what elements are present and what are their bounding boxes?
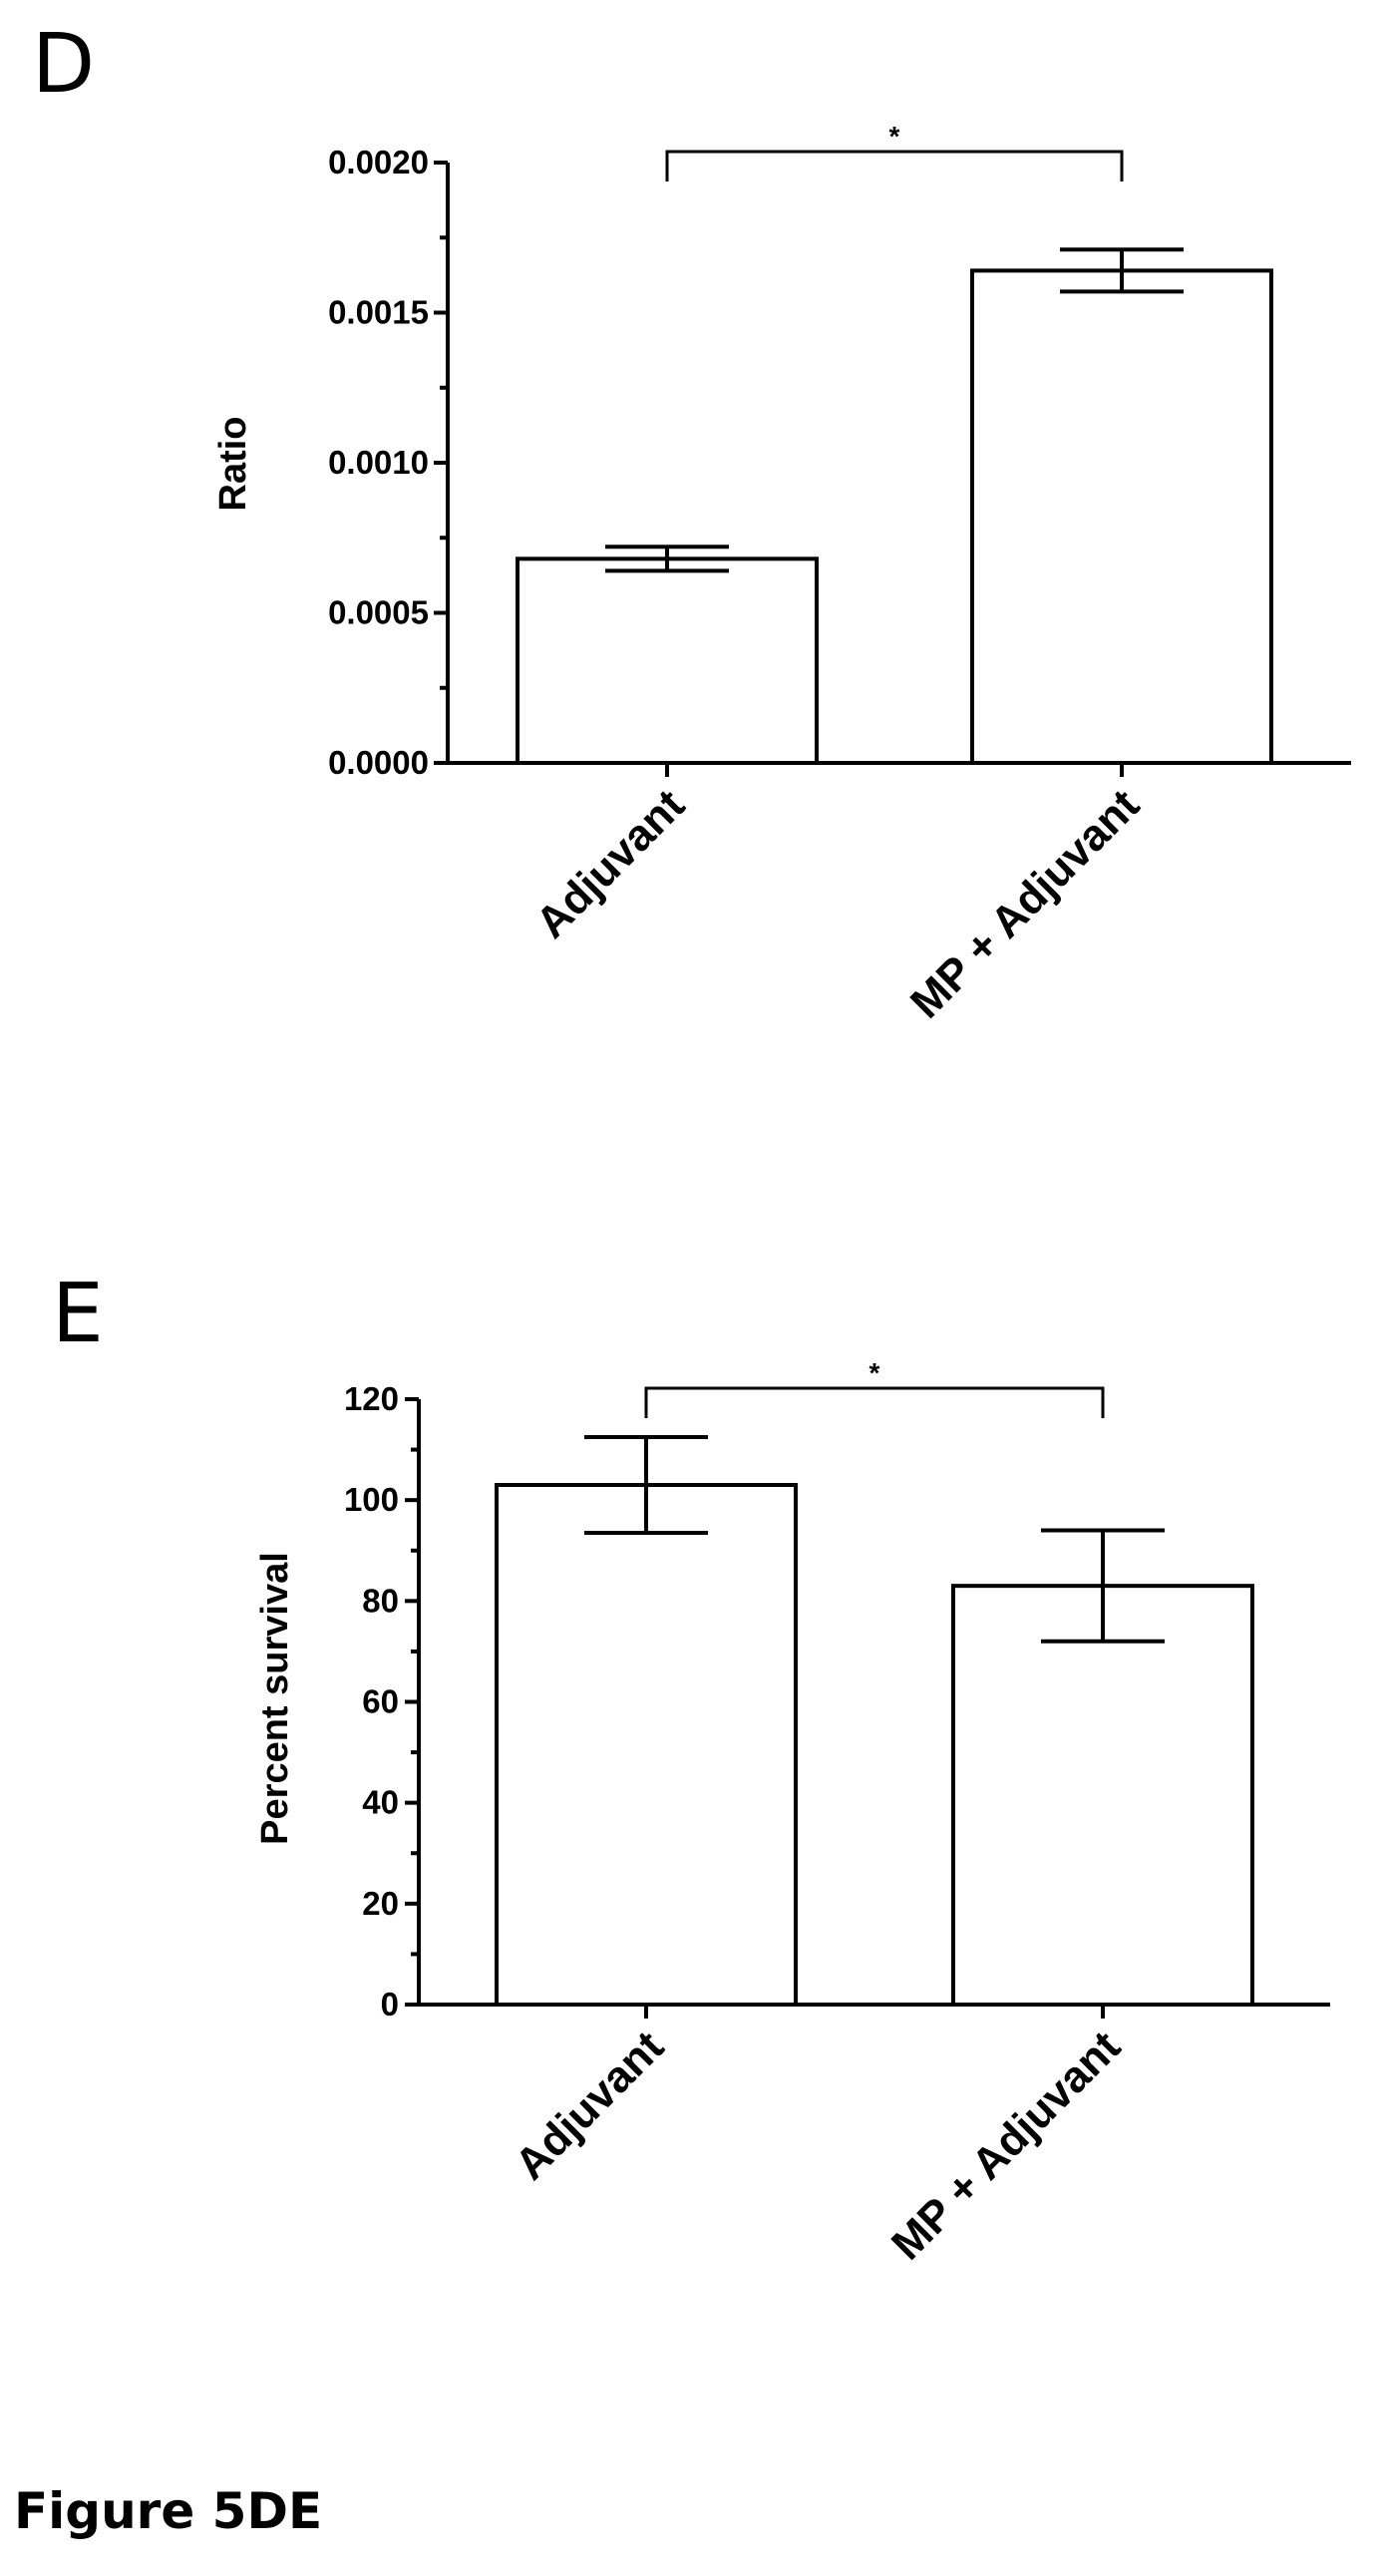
panel-e-letter: E bbox=[52, 1267, 104, 1361]
x-category-label: Adjuvant bbox=[526, 780, 694, 947]
y-tick-label: 120 bbox=[344, 1380, 399, 1417]
chart-d: 0.0000 0.0005 0.0010 0.0015 0.0020 Ratio Adjuv… bbox=[212, 121, 1351, 1028]
y-tick-label: 0.0000 bbox=[328, 744, 429, 781]
y-tick-label: 0.0015 bbox=[328, 294, 429, 331]
y-tick-label: 80 bbox=[362, 1582, 399, 1619]
significance-bracket bbox=[665, 150, 1124, 182]
bar bbox=[970, 268, 1273, 765]
y-tick-label: 40 bbox=[362, 1784, 399, 1821]
chart-e: 0 20 40 60 80 100 120 Percent survival Adjuvant M… bbox=[254, 1357, 1330, 2270]
y-tick-label: 60 bbox=[362, 1683, 399, 1720]
y-tick-label: 0.0010 bbox=[328, 444, 429, 481]
y-axis-title: Ratio bbox=[212, 417, 254, 512]
y-tick-label: 0.0020 bbox=[328, 144, 429, 181]
panel-d-letter: D bbox=[32, 17, 95, 112]
x-category-label: Adjuvant bbox=[506, 2022, 673, 2189]
significance-bracket bbox=[644, 1386, 1105, 1418]
x-category-label: MP + Adjuvant bbox=[882, 2022, 1130, 2269]
y-tick-label: 100 bbox=[344, 1481, 399, 1518]
y-tick-label: 0 bbox=[381, 1986, 399, 2023]
bar bbox=[495, 1482, 798, 2008]
y-tick-label: 0.0005 bbox=[328, 594, 429, 631]
bar bbox=[516, 556, 819, 765]
x-category-label: MP + Adjuvant bbox=[901, 780, 1149, 1027]
significance-star: * bbox=[889, 121, 900, 152]
significance-star: * bbox=[869, 1357, 880, 1388]
y-axis-title: Percent survival bbox=[254, 1552, 296, 1845]
bar bbox=[951, 1584, 1254, 2007]
figure-caption: Figure 5DE bbox=[14, 2482, 322, 2540]
y-tick-label: 20 bbox=[362, 1885, 399, 1922]
